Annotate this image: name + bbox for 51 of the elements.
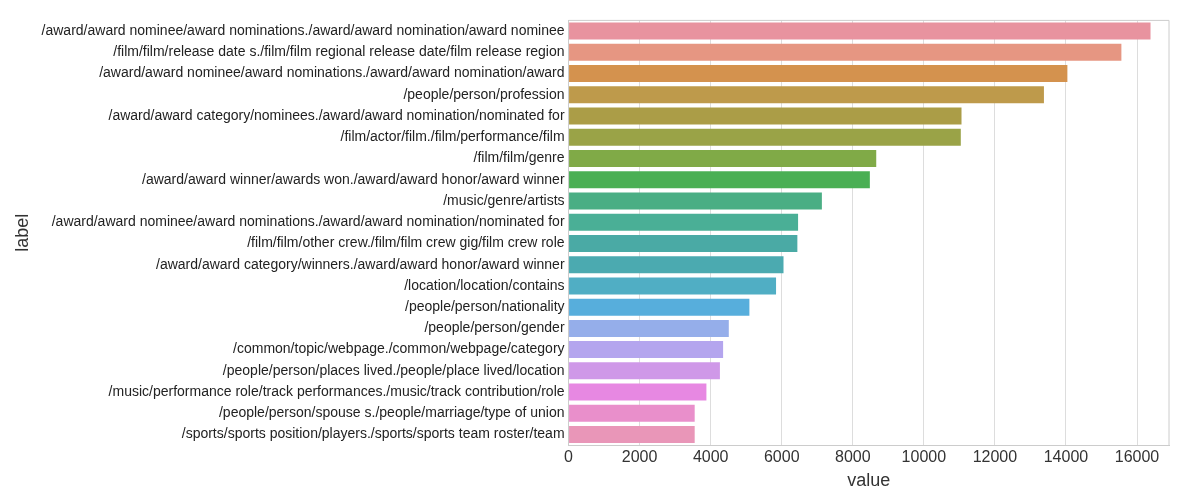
y-tick-label: /film/actor/film./film/performance/film [340, 128, 565, 145]
bar [569, 383, 707, 401]
x-tick-label: 0 [564, 448, 574, 466]
bar [569, 86, 1044, 104]
y-tick-label: /people/person/gender [424, 319, 565, 336]
bar [569, 234, 798, 252]
x-tick-label: 16000 [1114, 448, 1160, 466]
x-tick-label: 8000 [834, 448, 871, 466]
y-tick-label: /people/person/nationality [404, 298, 565, 314]
x-tick-label: 14000 [1043, 448, 1089, 466]
bar [569, 149, 877, 167]
y-tick-label: /award/award winner/awards won./award/award honor/award winner [142, 170, 565, 187]
y-tick-label: /people/person/places lived./people/place lived/location [222, 361, 565, 378]
x-tick-label: 12000 [972, 448, 1018, 466]
y-tick-label: /music/genre/artists [443, 191, 565, 208]
bar [569, 22, 1151, 40]
bar [569, 362, 720, 380]
y-tick-label: /film/film/release date s./film/film regional release date/film release region [113, 43, 565, 60]
y-tick-label: /sports/sports position/players./sports/sports team roster/team [181, 425, 565, 442]
y-tick-label: /award/award nominee/award nominations./award/award nomination/award nominee [41, 21, 565, 38]
y-tick-label: /people/person/profession [403, 85, 565, 102]
bar [569, 171, 870, 189]
y-tick-label: /common/topic/webpage./common/webpage/category [233, 340, 565, 357]
y-tick-label: /film/film/other crew./film/film crew gig/film crew role [247, 234, 565, 251]
bar [569, 298, 750, 316]
bar [569, 404, 695, 422]
bar [569, 277, 777, 295]
y-tick-label: /award/award nominee/award nominations./award/award nomination/nominated for [51, 213, 565, 230]
y-tick-label: /award/award category/winners./award/award honor/award winner [156, 255, 565, 272]
bar [569, 107, 962, 125]
bar [569, 192, 822, 210]
x-axis-title: value [847, 470, 891, 491]
bar [569, 319, 729, 337]
bar [569, 426, 695, 444]
bar [569, 213, 799, 231]
y-tick-label: /location/location/contains [404, 276, 565, 293]
bar [569, 341, 724, 359]
y-tick-label: /music/performance role/track performances./music/track contribution/role [108, 382, 565, 399]
y-tick-label: /people/person/spouse s./people/marriage/type of union [218, 404, 565, 421]
bar [569, 256, 784, 274]
x-tick-label: 10000 [901, 448, 947, 466]
y-tick-label: /award/award category/nominees./award/award nomination/nominated for [108, 106, 565, 123]
y-tick-label: /film/film/genre [473, 149, 565, 166]
x-tick-label: 6000 [763, 448, 800, 466]
bar [569, 43, 1122, 61]
bar [569, 128, 961, 146]
x-tick-label: 4000 [692, 448, 729, 466]
y-axis-title: label [11, 213, 32, 252]
bar [569, 65, 1068, 82]
x-tick-label: 2000 [621, 448, 658, 466]
y-tick-label: /award/award nominee/award nominations./award/award nomination/award [99, 64, 565, 81]
